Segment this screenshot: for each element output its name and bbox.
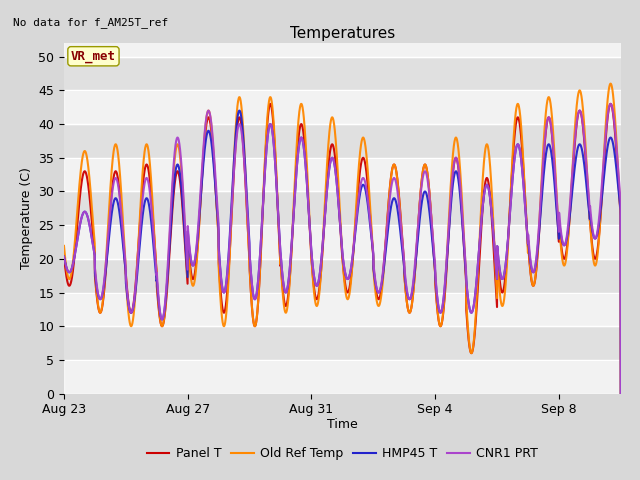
Text: VR_met: VR_met	[71, 50, 116, 63]
Bar	[64, 23, 621, 57]
Bar	[64, 292, 621, 326]
Bar	[64, 192, 621, 225]
X-axis label: Time: Time	[327, 418, 358, 431]
Bar	[64, 90, 621, 124]
Bar	[64, 57, 621, 90]
Legend: Panel T, Old Ref Temp, HMP45 T, CNR1 PRT: Panel T, Old Ref Temp, HMP45 T, CNR1 PRT	[142, 442, 543, 465]
Bar	[64, 0, 621, 23]
Y-axis label: Temperature (C): Temperature (C)	[20, 168, 33, 269]
Bar	[64, 225, 621, 259]
Text: No data for f_AM25T_ref: No data for f_AM25T_ref	[13, 17, 168, 28]
Bar	[64, 158, 621, 192]
Bar	[64, 124, 621, 158]
Bar	[64, 326, 621, 360]
Bar	[64, 259, 621, 292]
Title: Temperatures: Temperatures	[290, 25, 395, 41]
Bar	[64, 360, 621, 394]
